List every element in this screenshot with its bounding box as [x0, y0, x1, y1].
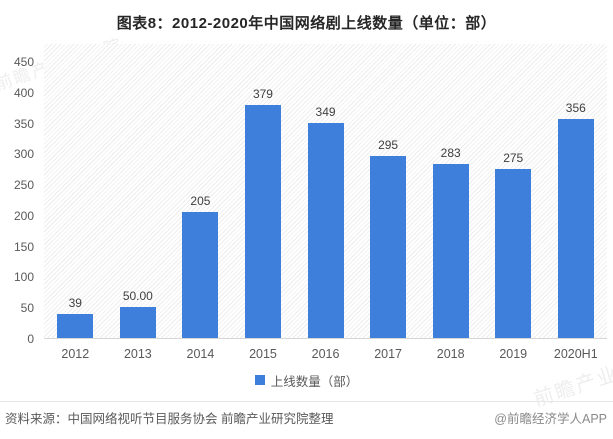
y-tick-label: 450 — [13, 55, 34, 69]
bar-value-label: 356 — [565, 101, 586, 115]
y-tick-label: 400 — [13, 85, 34, 100]
y-tick-label: 350 — [13, 116, 34, 131]
x-tick-label: 2015 — [249, 347, 277, 361]
bar-value-label: 283 — [440, 146, 461, 160]
chart-title: 图表8：2012-2020年中国网络剧上线数量（单位：部） — [116, 15, 497, 32]
bar-column-2013: 50.00 — [107, 44, 170, 338]
x-tick-label: 2017 — [374, 347, 402, 361]
x-tick-label: 2018 — [436, 347, 465, 361]
bar-2018 — [432, 164, 469, 338]
bar-column-2012: 39 — [44, 44, 107, 338]
bar-2017 — [370, 156, 407, 338]
x-axis: 2012 2013 2014 2015 2016 2017 2018 2019 2020H1 — [44, 340, 607, 363]
bar-column-2018: 283 — [419, 44, 482, 338]
y-tick-label: 300 — [13, 147, 34, 162]
source-text: 资料来源：中国网络视听节目服务协会 前瞻产业研究院整理 — [5, 412, 334, 426]
legend: 上线数量（部） — [0, 372, 613, 389]
y-axis: 0 50 100 150 200 250 300 350 400 450 — [0, 44, 38, 346]
bar-value-label: 205 — [190, 194, 211, 208]
bar-2019 — [495, 169, 532, 338]
y-tick-label: 150 — [13, 239, 34, 254]
credit-text: @前瞻经济学人APP — [494, 412, 607, 426]
x-tick-label: 2016 — [311, 347, 340, 361]
bar-column-2016: 349 — [294, 44, 357, 338]
bar-2013 — [119, 307, 156, 338]
x-tick-label: 2020H1 — [553, 347, 598, 361]
bar-value-label: 295 — [378, 138, 399, 152]
bar-value-label: 349 — [315, 105, 336, 119]
y-tick-label: 0 — [27, 332, 34, 346]
plot-area: 39 50.00 205 379 349 295 283 275 356 — [44, 44, 607, 339]
bar-column-2020H1: 356 — [545, 44, 608, 338]
bar-column-2019: 275 — [482, 44, 545, 338]
y-tick-label: 100 — [13, 270, 34, 285]
x-tick-label: 2012 — [61, 347, 90, 361]
x-tick-label: 2019 — [499, 347, 528, 361]
bar-2015 — [244, 105, 281, 338]
x-tick-label: 2013 — [123, 347, 152, 361]
legend-swatch-icon — [254, 375, 265, 385]
y-tick-label: 250 — [13, 178, 34, 193]
bar-column-2015: 379 — [232, 44, 295, 338]
x-tick-label: 2014 — [186, 347, 215, 361]
y-tick-label: 50 — [20, 301, 34, 316]
bar-2016 — [307, 123, 344, 338]
bar-column-2017: 295 — [357, 44, 420, 338]
bar-column-2014: 205 — [169, 44, 232, 338]
footer: 资料来源：中国网络视听节目服务协会 前瞻产业研究院整理 @前瞻经济学人APP — [0, 401, 613, 439]
bar-value-label: 379 — [252, 87, 273, 101]
bar-value-label: 39 — [68, 296, 82, 310]
bar-value-label: 50.00 — [122, 289, 153, 303]
bar-2012 — [57, 314, 94, 338]
chart-region: 前瞻产业研究院 前瞻产业研究院 前瞻产业研究院 0501001502002503… — [0, 35, 613, 363]
legend-label: 上线数量（部） — [270, 374, 359, 389]
bar-2020H1 — [557, 119, 594, 338]
y-tick-label: 200 — [13, 208, 34, 223]
bar-2014 — [182, 212, 219, 338]
bar-value-label: 275 — [503, 151, 524, 165]
